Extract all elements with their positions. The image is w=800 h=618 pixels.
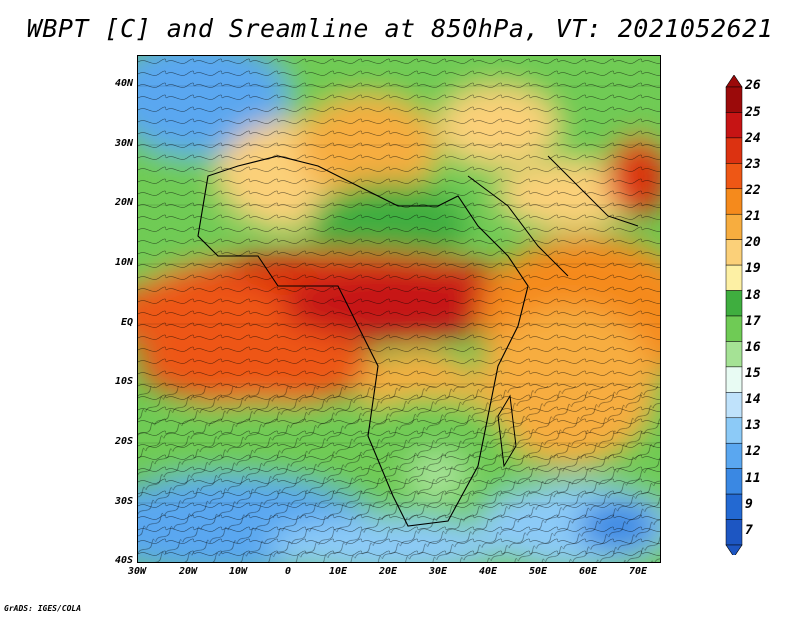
colorbar-segment xyxy=(725,315,743,342)
colorbar-segment xyxy=(725,341,743,368)
colorbar-label-14: 14 xyxy=(745,392,761,407)
colorbar-segment xyxy=(725,519,743,546)
lat-label-40s: 40S xyxy=(114,555,133,566)
lat-label-eq: EQ xyxy=(120,317,133,328)
lon-label-10w: 10W xyxy=(228,566,248,577)
colorbar-segment xyxy=(725,417,743,444)
lon-label-20e: 20E xyxy=(378,566,398,577)
credit-text: GrADS: IGES/COLA xyxy=(4,604,82,613)
colorbar-label-24: 24 xyxy=(745,131,761,146)
colorbar-segment xyxy=(725,239,743,266)
lon-label-10e: 10E xyxy=(328,566,348,577)
weather-map-image xyxy=(138,56,660,562)
colorbar-label-15: 15 xyxy=(745,366,761,381)
colorbar-segment xyxy=(725,290,743,317)
lon-label-0: 0 xyxy=(284,566,292,577)
lat-label-10s: 10S xyxy=(114,376,133,387)
colorbar-segment xyxy=(725,392,743,419)
colorbar-label-17: 17 xyxy=(745,314,761,329)
colorbar-label-20: 20 xyxy=(745,235,761,250)
lon-label-60e: 60E xyxy=(578,566,598,577)
colorbar-label-7: 7 xyxy=(745,523,753,538)
colorbar-label-9: 9 xyxy=(745,497,753,512)
colorbar-segment xyxy=(725,163,743,190)
colorbar-segment xyxy=(725,213,743,240)
colorbar-label-12: 12 xyxy=(745,444,761,459)
colorbar-segment xyxy=(725,188,743,215)
colorbar-segment xyxy=(725,442,743,469)
colorbar-arrow-bottom xyxy=(725,544,743,555)
colorbar-segment xyxy=(725,493,743,520)
lon-label-30w: 30W xyxy=(127,566,147,577)
lon-label-70e: 70E xyxy=(628,566,648,577)
lat-label-10n: 10N xyxy=(114,257,133,268)
colorbar-segment xyxy=(725,468,743,495)
map-title: WBPT [C] and Sreamline at 850hPa, VT: 20… xyxy=(26,14,774,43)
lon-label-30e: 30E xyxy=(428,566,448,577)
map-plot-area xyxy=(137,55,661,563)
colorbar-label-19: 19 xyxy=(745,261,761,276)
lon-label-20w: 20W xyxy=(178,566,198,577)
colorbar-segment xyxy=(725,264,743,291)
colorbar xyxy=(725,75,743,555)
colorbar-label-16: 16 xyxy=(745,340,761,355)
colorbar-label-11: 11 xyxy=(745,471,761,486)
lat-label-30s: 30S xyxy=(114,496,133,507)
colorbar-label-18: 18 xyxy=(745,288,761,303)
colorbar-segment xyxy=(725,112,743,139)
colorbar-segment xyxy=(725,137,743,164)
colorbar-segment xyxy=(725,86,743,113)
colorbar-label-23: 23 xyxy=(745,157,761,172)
lat-label-20n: 20N xyxy=(114,197,133,208)
colorbar-segment xyxy=(725,366,743,393)
colorbar-arrow-top xyxy=(725,75,743,88)
lat-label-40n: 40N xyxy=(114,78,133,89)
lon-label-40e: 40E xyxy=(478,566,498,577)
lat-label-20s: 20S xyxy=(114,436,133,447)
colorbar-label-22: 22 xyxy=(745,183,761,198)
colorbar-label-21: 21 xyxy=(745,209,761,224)
colorbar-label-26: 26 xyxy=(745,78,761,93)
colorbar-label-13: 13 xyxy=(745,418,761,433)
lat-label-30n: 30N xyxy=(114,138,133,149)
lon-label-50e: 50E xyxy=(528,566,548,577)
colorbar-label-25: 25 xyxy=(745,105,761,120)
